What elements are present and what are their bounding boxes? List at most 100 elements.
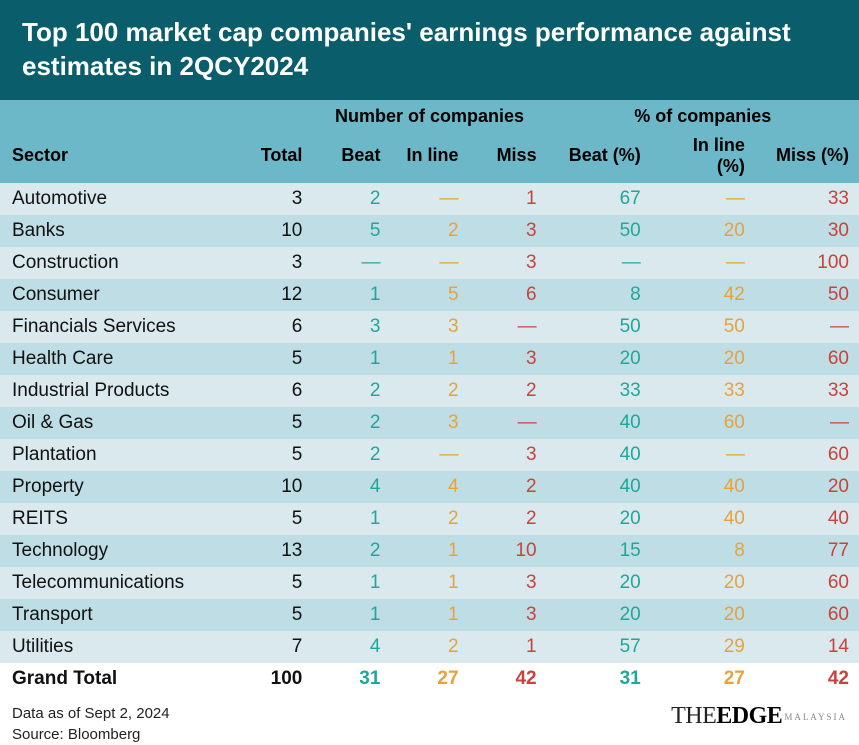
cell-miss: 3 xyxy=(469,439,547,471)
cell-beat: 1 xyxy=(312,599,390,631)
cell-beat: 20 xyxy=(547,503,651,535)
cell-beat: — xyxy=(312,247,390,279)
title-text: Top 100 market cap companies' earnings p… xyxy=(22,17,791,81)
col-inline: In line xyxy=(390,131,468,183)
cell-inline: 27 xyxy=(651,663,755,695)
cell-total-black: 5 xyxy=(234,567,312,599)
cell-total-black: 100 xyxy=(234,663,312,695)
col-beat-pct: Beat (%) xyxy=(547,131,651,183)
header-group-number: Number of companies xyxy=(312,100,546,131)
cell-miss: 1 xyxy=(469,183,547,215)
cell-inline: 5 xyxy=(390,279,468,311)
cell-inline: 2 xyxy=(390,503,468,535)
header-columns-row: Sector Total Beat In line Miss Beat (%) … xyxy=(0,131,859,183)
cell-total-black: 5 xyxy=(234,407,312,439)
earnings-table: Number of companies % of companies Secto… xyxy=(0,100,859,695)
cell-inline: 33 xyxy=(651,375,755,407)
cell-beat: 1 xyxy=(312,567,390,599)
cell-beat: 57 xyxy=(547,631,651,663)
cell-inline: 20 xyxy=(651,567,755,599)
cell-miss: 20 xyxy=(755,471,859,503)
cell-inline: 40 xyxy=(651,471,755,503)
table-row-total: Grand Total100312742312742 xyxy=(0,663,859,695)
footer-date: Data as of Sept 2, 2024 xyxy=(12,703,170,724)
cell-beat: 3 xyxy=(312,311,390,343)
cell-total-black: 5 xyxy=(234,503,312,535)
cell-miss: 33 xyxy=(755,183,859,215)
cell-total-black: 10 xyxy=(234,471,312,503)
table-row: Utilities7421572914 xyxy=(0,631,859,663)
cell-inline: 60 xyxy=(651,407,755,439)
col-total: Total xyxy=(234,131,312,183)
cell-miss: — xyxy=(755,407,859,439)
cell-miss: 10 xyxy=(469,535,547,567)
cell-beat: 2 xyxy=(312,407,390,439)
cell-total-black: 5 xyxy=(234,599,312,631)
table-row: REITS5122204040 xyxy=(0,503,859,535)
logo-sub: MALAYSIA xyxy=(784,712,847,722)
cell-total-black: 7 xyxy=(234,631,312,663)
cell-beat: 1 xyxy=(312,343,390,375)
cell-sector: Automotive xyxy=(0,183,234,215)
cell-inline: — xyxy=(390,183,468,215)
cell-inline: — xyxy=(390,439,468,471)
cell-beat: 40 xyxy=(547,471,651,503)
table-row: Property10442404020 xyxy=(0,471,859,503)
cell-inline: 1 xyxy=(390,599,468,631)
table-row: Oil & Gas523—4060— xyxy=(0,407,859,439)
cell-miss: 42 xyxy=(469,663,547,695)
logo-bold: EDGE xyxy=(716,703,782,729)
cell-inline: 1 xyxy=(390,343,468,375)
cell-inline: 4 xyxy=(390,471,468,503)
cell-inline: 8 xyxy=(651,535,755,567)
cell-inline: 50 xyxy=(651,311,755,343)
cell-beat: 31 xyxy=(547,663,651,695)
cell-miss: 14 xyxy=(755,631,859,663)
cell-beat: — xyxy=(547,247,651,279)
cell-miss: 3 xyxy=(469,567,547,599)
cell-inline: 1 xyxy=(390,567,468,599)
cell-inline: 29 xyxy=(651,631,755,663)
cell-sector: Property xyxy=(0,471,234,503)
cell-inline: — xyxy=(651,247,755,279)
cell-beat: 50 xyxy=(547,215,651,247)
footer: Data as of Sept 2, 2024 Source: Bloomber… xyxy=(0,695,859,745)
cell-beat: 2 xyxy=(312,535,390,567)
cell-total-black: 12 xyxy=(234,279,312,311)
cell-beat: 2 xyxy=(312,183,390,215)
cell-miss: 2 xyxy=(469,471,547,503)
cell-beat: 15 xyxy=(547,535,651,567)
cell-sector: Utilities xyxy=(0,631,234,663)
cell-beat: 5 xyxy=(312,215,390,247)
cell-miss: — xyxy=(469,407,547,439)
header-group-percent: % of companies xyxy=(547,100,859,131)
table-row: Health Care5113202060 xyxy=(0,343,859,375)
cell-sector: Plantation xyxy=(0,439,234,471)
cell-beat: 40 xyxy=(547,439,651,471)
cell-miss: 40 xyxy=(755,503,859,535)
header-blank xyxy=(0,100,234,131)
table-row: Financials Services633—5050— xyxy=(0,311,859,343)
table-row: Construction3——3——100 xyxy=(0,247,859,279)
table-body: Automotive32—167—33Banks10523502030Const… xyxy=(0,183,859,695)
table-row: Technology13211015877 xyxy=(0,535,859,567)
table-row: Plantation52—340—60 xyxy=(0,439,859,471)
cell-miss: — xyxy=(469,311,547,343)
col-inline-pct: In line (%) xyxy=(651,131,755,183)
cell-miss: 33 xyxy=(755,375,859,407)
cell-total-black: 5 xyxy=(234,439,312,471)
cell-inline: — xyxy=(651,183,755,215)
cell-miss: 60 xyxy=(755,567,859,599)
publisher-logo: THEEDGEMALAYSIA xyxy=(671,703,847,730)
cell-inline: 40 xyxy=(651,503,755,535)
table-row: Telecommunications5113202060 xyxy=(0,567,859,599)
cell-miss: 60 xyxy=(755,599,859,631)
cell-sector: Industrial Products xyxy=(0,375,234,407)
logo-thin: THE xyxy=(671,703,716,729)
cell-beat: 67 xyxy=(547,183,651,215)
col-miss-pct: Miss (%) xyxy=(755,131,859,183)
cell-beat: 2 xyxy=(312,375,390,407)
cell-miss: 3 xyxy=(469,247,547,279)
footer-meta: Data as of Sept 2, 2024 Source: Bloomber… xyxy=(12,703,170,745)
cell-beat: 40 xyxy=(547,407,651,439)
